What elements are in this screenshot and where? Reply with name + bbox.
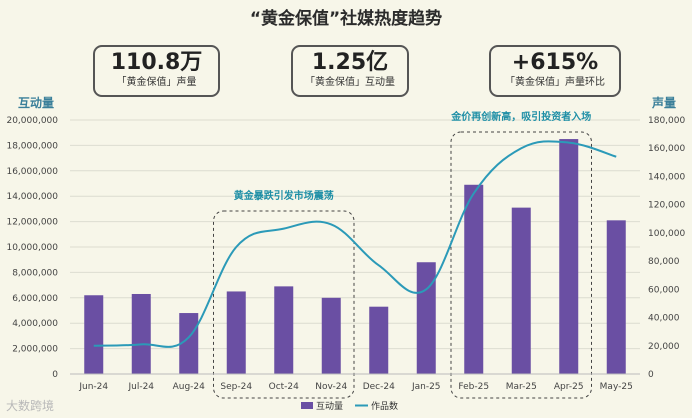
- bar: [274, 286, 294, 374]
- bar: [84, 295, 104, 374]
- kpi-value: 110.8万: [110, 50, 203, 75]
- watermark: 大数跨境: [6, 399, 55, 413]
- bar: [559, 139, 579, 374]
- bar: [369, 306, 389, 374]
- left-tick-label: 6,000,000: [12, 294, 58, 304]
- right-tick-label: 40,000: [648, 314, 680, 324]
- right-tick-label: 0: [648, 370, 654, 380]
- bar: [606, 220, 626, 374]
- bar: [511, 207, 531, 374]
- right-tick-label: 100,000: [648, 229, 685, 239]
- left-tick-label: 20,000,000: [6, 116, 58, 126]
- x-tick-label: May-25: [600, 382, 633, 392]
- kpi-card-volume: 110.8万 「黄金保值」声量: [93, 45, 220, 97]
- x-tick-label: Oct-24: [269, 382, 300, 392]
- left-tick-label: 8,000,000: [12, 268, 58, 278]
- x-tick-label: Jun-24: [78, 382, 108, 392]
- left-tick-label: 12,000,000: [6, 218, 58, 228]
- bar: [131, 293, 151, 374]
- x-tick-label: Nov-24: [315, 382, 347, 392]
- bar: [464, 184, 484, 374]
- kpi-label: 「黄金保值」声量: [116, 77, 197, 88]
- kpi-value: 1.25亿: [311, 50, 389, 75]
- left-tick-label: 10,000,000: [6, 243, 58, 253]
- x-tick-label: Jul-24: [127, 382, 154, 392]
- right-tick-label: 180,000: [648, 116, 685, 126]
- x-tick-label: Feb-25: [458, 382, 489, 392]
- x-tick-label: Apr-25: [554, 382, 584, 392]
- x-tick-label: Sep-24: [220, 382, 252, 392]
- bar: [179, 313, 199, 374]
- left-tick-label: 14,000,000: [6, 192, 58, 202]
- bar: [321, 297, 341, 374]
- kpi-value: +615%: [511, 50, 599, 75]
- legend-bar-swatch: [301, 402, 313, 409]
- x-tick-label: Aug-24: [173, 382, 206, 392]
- bar: [416, 262, 436, 374]
- right-tick-label: 140,000: [648, 172, 685, 182]
- right-tick-label: 120,000: [648, 201, 685, 211]
- left-tick-label: 0: [52, 370, 58, 380]
- right-tick-label: 20,000: [648, 342, 680, 352]
- x-tick-label: Dec-24: [363, 382, 395, 392]
- kpi-card-growth: +615% 「黄金保值」声量环比: [489, 45, 621, 97]
- x-tick-label: Mar-25: [506, 382, 537, 392]
- right-axis-title: 声量: [652, 96, 677, 110]
- left-tick-label: 4,000,000: [12, 319, 58, 329]
- bar: [226, 291, 246, 374]
- left-axis-title: 互动量: [18, 96, 55, 110]
- legend-label: 作品数: [371, 400, 398, 412]
- left-tick-label: 2,000,000: [12, 345, 58, 355]
- annotation-box: [450, 131, 592, 399]
- right-tick-label: 160,000: [648, 144, 685, 154]
- left-tick-label: 16,000,000: [6, 167, 58, 177]
- series-line: [93, 140, 617, 348]
- kpi-label: 「黄金保值」互动量: [305, 77, 395, 88]
- left-tick-label: 18,000,000: [6, 141, 58, 151]
- legend-label: 互动量: [316, 401, 343, 412]
- right-tick-label: 60,000: [648, 285, 680, 295]
- annotation-label: 黄金暴跌引发市场震荡: [234, 189, 334, 202]
- right-tick-label: 80,000: [648, 257, 680, 267]
- x-tick-label: Jan-25: [411, 382, 441, 392]
- legend: 互动量 作品数: [301, 400, 398, 412]
- annotation-label: 金价再创新高，吸引投资者入场: [450, 110, 591, 123]
- kpi-label: 「黄金保值」声量环比: [505, 77, 605, 88]
- kpi-card-interaction: 1.25亿 「黄金保值」互动量: [291, 45, 409, 97]
- annotation-box: [213, 210, 355, 399]
- chart-title: “黄金保值”社媒热度趋势: [249, 9, 443, 29]
